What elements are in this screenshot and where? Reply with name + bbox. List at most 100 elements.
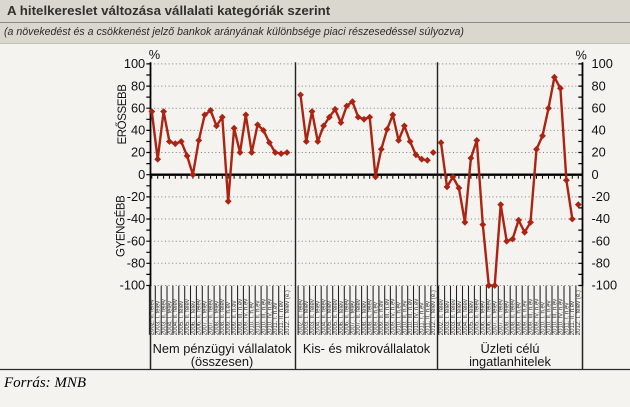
svg-text:2010. IV. n.év: 2010. IV. n.év <box>267 299 273 335</box>
svg-text:2011. I. n.év: 2011. I. n.év <box>273 303 279 336</box>
svg-text:-80: -80 <box>592 256 611 271</box>
svg-text:100: 100 <box>124 56 145 71</box>
svg-text:2005. I. félév: 2005. I. félév <box>179 301 185 335</box>
svg-text:Kis- és mikrovállalatok: Kis- és mikrovállalatok <box>303 341 431 356</box>
svg-text:-20: -20 <box>127 189 146 204</box>
svg-text:Üzleti célú: Üzleti célú <box>480 341 539 356</box>
svg-text:2011. II. n.év: 2011. II. n.év <box>425 301 431 335</box>
svg-text:2007. II. félév: 2007. II. félév <box>209 299 215 335</box>
svg-text:2007. I. félév: 2007. I. félév <box>203 301 209 335</box>
svg-text:2008. II. félév: 2008. II. félév <box>511 299 517 335</box>
svg-text:2010. I. n.év: 2010. I. n.év <box>397 302 403 335</box>
svg-text:2003. II. félév: 2003. II. félév <box>451 299 457 335</box>
svg-text:40: 40 <box>131 123 145 138</box>
svg-text:2008. I. félév: 2008. I. félév <box>362 301 368 335</box>
svg-text:2009. I. n.év: 2009. I. n.év <box>226 302 232 335</box>
svg-text:2003. I. félév: 2003. I. félév <box>304 301 310 335</box>
svg-text:ERŐSSEBB: ERŐSSEBB <box>115 84 129 145</box>
svg-text:2008. II. félév: 2008. II. félév <box>220 299 226 335</box>
svg-text:2009. IV. n.év: 2009. IV. n.év <box>244 299 250 335</box>
svg-text:60: 60 <box>592 100 606 115</box>
svg-text:2007. II. félév: 2007. II. félév <box>356 299 362 335</box>
svg-text:2007. II. félév: 2007. II. félév <box>499 299 505 335</box>
svg-text:2012. I. félév (e.): 2012. I. félév (e.) <box>285 290 291 335</box>
svg-text:2009. IV. n.év: 2009. IV. n.év <box>391 299 397 335</box>
svg-text:2004. II. félév: 2004. II. félév <box>463 299 469 335</box>
svg-text:0: 0 <box>592 167 599 182</box>
svg-text:-100: -100 <box>592 278 618 293</box>
svg-text:2011. I. n.év: 2011. I. n.év <box>564 303 570 336</box>
svg-text:2010. II. n.év: 2010. II. n.év <box>546 300 552 335</box>
svg-text:2008. II. félév: 2008. II. félév <box>368 299 374 335</box>
svg-text:2005. II. félév: 2005. II. félév <box>333 299 339 335</box>
svg-text:2010. I. n.év: 2010. I. n.év <box>250 302 256 335</box>
svg-text:40: 40 <box>592 123 606 138</box>
svg-text:2009. II. n.év: 2009. II. n.év <box>232 300 238 335</box>
svg-text:2006. II. félév: 2006. II. félév <box>487 299 493 335</box>
svg-text:2007. I. félév: 2007. I. félév <box>493 301 499 335</box>
svg-text:2004. II. félév: 2004. II. félév <box>322 299 328 335</box>
svg-text:2010. III. n.év: 2010. III. n.év <box>261 299 267 335</box>
svg-text:60: 60 <box>131 100 145 115</box>
svg-text:0: 0 <box>138 167 145 182</box>
svg-text:2012. I. félév (e.): 2012. I. félév (e.) <box>576 290 582 335</box>
svg-text:2011. II. n.év: 2011. II. n.év <box>279 301 285 335</box>
svg-text:2006. I. félév: 2006. I. félév <box>481 301 487 335</box>
svg-text:-100: -100 <box>120 278 146 293</box>
svg-text:100: 100 <box>592 56 613 71</box>
svg-text:2009. III. n.év: 2009. III. n.év <box>528 299 534 335</box>
svg-text:2006. I. félév: 2006. I. félév <box>339 301 345 335</box>
svg-text:2010. I. n.év: 2010. I. n.év <box>540 302 546 335</box>
svg-text:2005. II. félév: 2005. II. félév <box>185 299 191 335</box>
svg-text:2003. II. félév: 2003. II. félév <box>162 299 168 335</box>
svg-text:2010. III. n.év: 2010. III. n.év <box>552 299 558 335</box>
svg-text:ingatlanhitelek: ingatlanhitelek <box>469 354 551 369</box>
svg-text:-60: -60 <box>592 233 611 248</box>
svg-text:GYENGÉBB: GYENGÉBB <box>115 195 128 257</box>
svg-text:2007. I. félév: 2007. I. félév <box>350 301 356 335</box>
svg-text:2006. II. félév: 2006. II. félév <box>345 299 351 335</box>
svg-text:2008. I. félév: 2008. I. félév <box>505 301 511 335</box>
svg-text:20: 20 <box>131 145 145 160</box>
svg-text:2005. I. félév: 2005. I. félév <box>327 301 333 335</box>
svg-text:2010. IV. n.év: 2010. IV. n.év <box>558 299 564 335</box>
svg-text:2009. III. n.év: 2009. III. n.év <box>238 299 244 335</box>
svg-text:2004. I. félév: 2004. I. félév <box>167 301 173 335</box>
svg-text:2004. I. félév: 2004. I. félév <box>457 301 463 335</box>
svg-text:2003. I. félév: 2003. I. félév <box>156 301 162 335</box>
svg-text:2005. I. félév: 2005. I. félév <box>469 301 475 335</box>
svg-text:2009. IV. n.év: 2009. IV. n.év <box>534 299 540 335</box>
svg-text:Nem pénzügyi vállalatok: Nem pénzügyi vállalatok <box>153 341 292 356</box>
svg-text:2004. II. félév: 2004. II. félév <box>173 299 179 335</box>
svg-text:2009. I. n.év: 2009. I. n.év <box>517 302 523 335</box>
svg-text:80: 80 <box>592 78 606 93</box>
svg-text:-80: -80 <box>127 256 146 271</box>
svg-text:2010. II. n.év: 2010. II. n.év <box>256 300 262 335</box>
svg-text:-40: -40 <box>592 211 611 226</box>
svg-text:2004. I. félév: 2004. I. félév <box>316 301 322 335</box>
svg-text:80: 80 <box>131 78 145 93</box>
svg-text:2002. II. félév: 2002. II. félév <box>150 299 156 335</box>
svg-text:%: % <box>149 47 160 62</box>
svg-text:2009. II. n.év: 2009. II. n.év <box>523 300 529 335</box>
svg-text:2010. IV. n.év: 2010. IV. n.év <box>414 299 420 335</box>
svg-text:2002. II. félév: 2002. II. félév <box>439 299 445 335</box>
svg-text:2012. I. félév (e.): 2012. I. félév (e.) <box>431 290 437 335</box>
svg-text:2006. II. félév: 2006. II. félév <box>197 299 203 335</box>
svg-text:2010. II. n.év: 2010. II. n.év <box>402 300 408 335</box>
svg-text:-60: -60 <box>127 233 146 248</box>
svg-text:2006. I. félév: 2006. I. félév <box>191 301 197 335</box>
svg-text:2010. III. n.év: 2010. III. n.év <box>408 299 414 335</box>
svg-text:-40: -40 <box>127 211 146 226</box>
svg-text:2011. II. n.év: 2011. II. n.év <box>570 301 576 335</box>
svg-text:2003. I. félév: 2003. I. félév <box>445 301 451 335</box>
svg-text:2002. II. félév: 2002. II. félév <box>298 299 304 335</box>
svg-text:20: 20 <box>592 145 606 160</box>
svg-text:2008. I. félév: 2008. I. félév <box>214 301 220 335</box>
svg-text:2009. I. n.év: 2009. I. n.év <box>373 302 379 335</box>
svg-text:-20: -20 <box>592 189 611 204</box>
svg-text:2011. I. n.év: 2011. I. n.év <box>420 303 426 336</box>
svg-text:2009. III. n.év: 2009. III. n.év <box>385 299 391 335</box>
svg-text:2005. II. félév: 2005. II. félév <box>475 299 481 335</box>
svg-text:2003. II. félév: 2003. II. félév <box>310 299 316 335</box>
